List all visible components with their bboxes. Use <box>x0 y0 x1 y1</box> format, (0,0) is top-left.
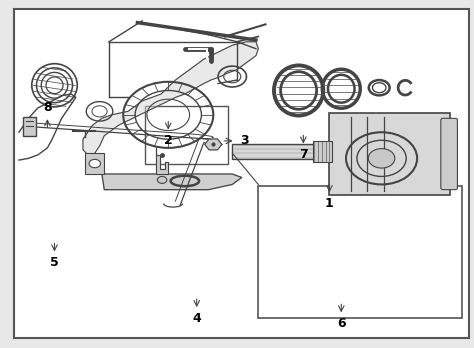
Text: 6: 6 <box>337 317 346 330</box>
Bar <box>313 141 332 162</box>
Text: 3: 3 <box>240 134 248 148</box>
Polygon shape <box>83 42 258 174</box>
Circle shape <box>368 149 395 168</box>
Bar <box>258 186 462 318</box>
Circle shape <box>157 176 167 183</box>
Polygon shape <box>102 174 242 190</box>
Bar <box>145 106 228 164</box>
Circle shape <box>89 159 100 168</box>
Polygon shape <box>156 148 168 174</box>
Bar <box>329 113 450 195</box>
Text: 7: 7 <box>299 148 308 161</box>
Bar <box>23 117 36 136</box>
Bar <box>85 153 104 174</box>
FancyBboxPatch shape <box>441 118 457 190</box>
Text: 1: 1 <box>325 197 334 210</box>
Text: 4: 4 <box>192 312 201 325</box>
Text: 8: 8 <box>43 101 52 114</box>
Text: 2: 2 <box>164 134 173 148</box>
Polygon shape <box>205 139 222 150</box>
Bar <box>232 144 315 159</box>
Text: 5: 5 <box>50 256 59 269</box>
